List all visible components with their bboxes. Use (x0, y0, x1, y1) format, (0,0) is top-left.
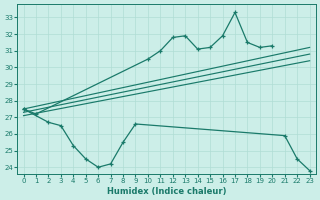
X-axis label: Humidex (Indice chaleur): Humidex (Indice chaleur) (107, 187, 226, 196)
